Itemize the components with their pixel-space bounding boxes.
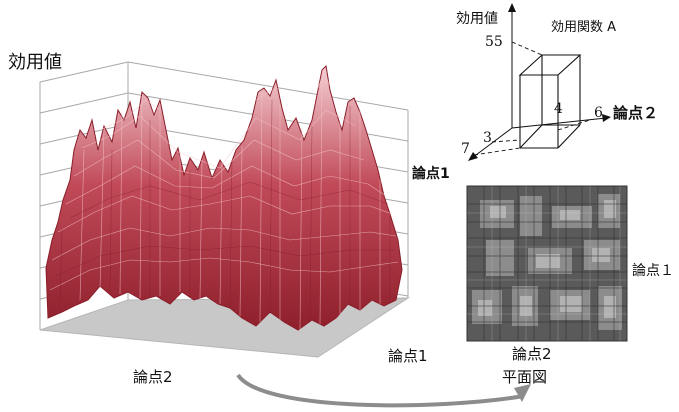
- box-z-arrowhead: [508, 3, 516, 12]
- box-y-axis-label: 論点1: [412, 166, 450, 182]
- box-diagram-title: 効用関数 A: [551, 20, 617, 35]
- surface-x-axis-label: 論点2: [133, 368, 173, 386]
- transition-arrowhead: [514, 384, 531, 402]
- box-value-y-front: 3: [483, 130, 492, 146]
- box-x-axis-label: 論点２: [613, 104, 659, 122]
- surface-plot: [39, 61, 410, 358]
- box-value-x: 6: [594, 105, 603, 121]
- box-value-y-back: 7: [461, 141, 470, 157]
- box-y-arrowhead: [468, 152, 478, 161]
- box-value-z: 55: [485, 34, 503, 50]
- transition-arrow: [236, 373, 531, 408]
- box-z-axis-label: 効用値: [456, 11, 498, 27]
- surface-z-axis-label: 効用値: [8, 52, 62, 73]
- plan-view-image: [466, 185, 628, 342]
- box-y-axis: [471, 127, 513, 159]
- box-x-axis: [511, 117, 607, 129]
- surface-mesh-lines: [49, 71, 399, 331]
- surface-mesh: [45, 64, 403, 331]
- box-prism: [518, 54, 582, 149]
- surface-mesh-dark-lines: [55, 99, 396, 323]
- box-x-arrowhead: [602, 114, 611, 122]
- plan-x-axis-label: 論点2: [512, 345, 552, 363]
- box-value-center: 4: [554, 101, 563, 117]
- surface-y-axis-label: 論点1: [388, 347, 428, 365]
- plan-y-axis-label: 論点１: [632, 263, 674, 279]
- box-diagram: [468, 3, 611, 161]
- box-guides: [473, 41, 591, 156]
- plan-caption: 平面図: [502, 368, 548, 386]
